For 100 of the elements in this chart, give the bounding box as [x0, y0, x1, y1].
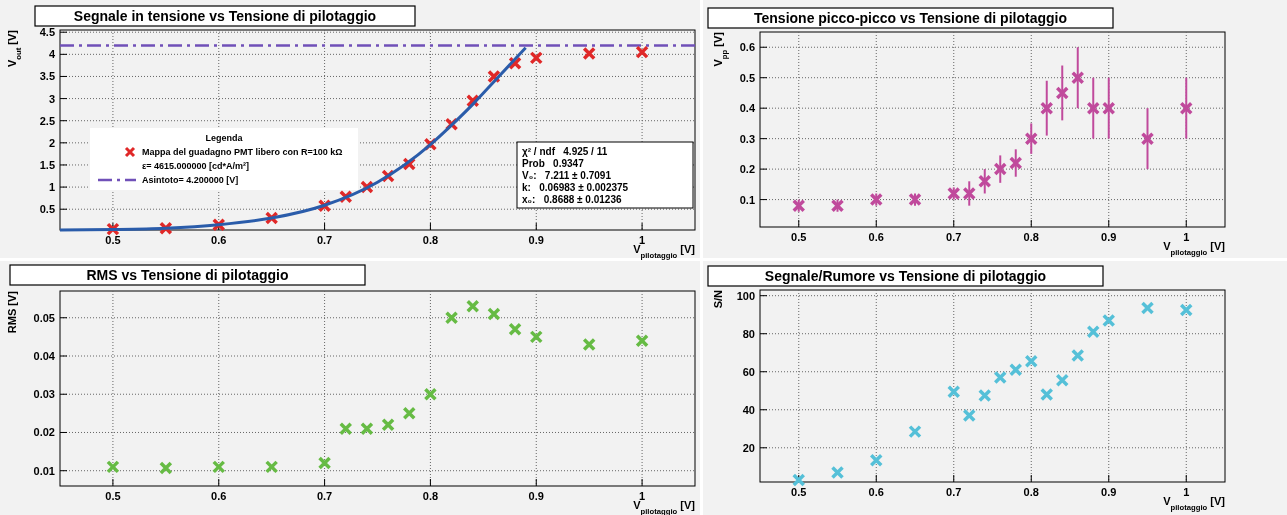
y-tick-label: 0.04: [33, 350, 56, 362]
x-tick-label: 0.9: [528, 234, 544, 246]
y-tick-label: 0.01: [33, 464, 55, 477]
point: [1055, 86, 1069, 100]
point: [106, 460, 120, 474]
y-axis-title: S/N: [712, 289, 724, 309]
point: [508, 322, 522, 336]
y-tick-label: 0.03: [33, 388, 55, 401]
legend-label: Mappa del guadagno PMT libero con R=100 kΩ: [142, 147, 343, 157]
y-tick-label: 0.6: [739, 41, 755, 54]
x-tick-label: 0.9: [528, 490, 544, 502]
point: [1024, 131, 1038, 146]
x-tick-label: 0.9: [1101, 231, 1117, 243]
point: [978, 174, 992, 189]
point: [212, 460, 226, 474]
point: [1055, 373, 1069, 388]
point: [830, 198, 845, 213]
chart-title: Segnale in tensione vs Tensione di pilotaggio: [73, 8, 377, 24]
y-tick-label: 0.02: [33, 426, 55, 439]
x-tick-label: 0.8: [1023, 486, 1039, 498]
x-axis-title: V$_{pilotaggio}$ [V]: [633, 499, 696, 515]
point: [962, 408, 976, 423]
x-tick-label: 0.8: [422, 234, 439, 246]
point: [1102, 313, 1116, 328]
point: [529, 51, 543, 65]
point: [1024, 354, 1038, 369]
point: [908, 192, 922, 207]
point: [1071, 70, 1085, 85]
point: [582, 337, 596, 352]
point: [1140, 131, 1155, 146]
chart-title: RMS vs Tensione di pilotaggio: [86, 267, 289, 283]
x-tick-label: 0.8: [422, 490, 439, 502]
y-tick-label: 2.5: [39, 114, 55, 127]
y-tick-label: 1.5: [39, 158, 55, 171]
x-tick-label: 0.5: [791, 486, 807, 498]
annotation: k: 0.06983 ± 0.002375: [522, 182, 629, 193]
point: [993, 162, 1007, 176]
annotation: V₀: 7.211 ± 0.7091: [522, 170, 612, 181]
x-axis-title: V$_{pilotaggio}$ [V]: [633, 243, 696, 260]
point: [1040, 101, 1054, 115]
annotation: χ² / ndf 4.925 / 11: [522, 146, 608, 157]
y-tick-label: 80: [742, 327, 755, 340]
x-tick-label: 1: [639, 234, 646, 246]
y-tick-label: 1: [48, 181, 55, 194]
x-tick-label: 0.9: [1101, 486, 1117, 498]
point: [402, 406, 416, 421]
annotation: ε= 4615.000000 [cd*A/m²]: [142, 161, 250, 171]
x-axis-title: V$_{pilotaggio}$ [V]: [1163, 240, 1226, 257]
annotation: x₀: 0.8688 ± 0.01236: [522, 194, 622, 205]
point: [1009, 156, 1023, 170]
point: [1140, 301, 1155, 315]
point: [582, 46, 596, 61]
y-tick-label: 60: [742, 365, 755, 378]
x-tick-label: 0.5: [105, 234, 121, 246]
point: [830, 465, 845, 480]
point: [869, 453, 883, 467]
point: [159, 461, 173, 475]
point: [339, 421, 353, 436]
point: [264, 460, 279, 474]
point: [1009, 363, 1023, 377]
x-tick-label: 0.8: [1023, 231, 1039, 243]
y-tick-label: 40: [742, 403, 755, 416]
point: [1071, 348, 1085, 363]
point: [792, 198, 806, 213]
y-axis-title: RMS [V]: [6, 290, 18, 334]
x-tick-label: 0.6: [211, 234, 227, 246]
point: [792, 473, 806, 487]
point: [423, 387, 438, 401]
legend-label: Asintoto= 4.200000 [V]: [142, 175, 239, 185]
x-tick-label: 0.7: [316, 234, 333, 246]
x-tick-label: 1: [1183, 231, 1190, 243]
y-tick-label: 3.5: [39, 70, 55, 83]
point: [869, 192, 883, 207]
y-tick-label: 0.2: [739, 163, 755, 176]
y-tick-label: 0.05: [33, 311, 55, 324]
x-tick-label: 0.5: [105, 490, 121, 502]
point: [529, 330, 543, 344]
y-tick-label: 2: [48, 136, 55, 149]
point: [635, 45, 649, 59]
y-tick-label: 0.5: [739, 71, 755, 84]
y-tick-label: 100: [736, 289, 755, 302]
x-tick-label: 1: [639, 490, 646, 502]
y-tick-label: 4.5: [39, 26, 55, 39]
point: [444, 311, 459, 325]
x-tick-label: 0.7: [946, 231, 962, 243]
legend-title: Legenda: [205, 133, 244, 143]
chart-title: Tensione picco-picco vs Tensione di pilotaggio: [754, 10, 1067, 26]
y-tick-label: 0.4: [739, 102, 756, 115]
point: [1040, 387, 1054, 402]
y-tick-label: 4: [48, 48, 56, 61]
x-tick-label: 1: [1183, 486, 1190, 498]
point: [317, 456, 332, 470]
annotation: Prob 0.9347: [522, 158, 585, 169]
y-tick-label: 3: [48, 92, 55, 105]
point: [1179, 101, 1193, 115]
point: [978, 388, 992, 403]
x-tick-label: 0.6: [211, 490, 227, 502]
x-axis-title: V$_{pilotaggio}$ [V]: [1163, 495, 1226, 512]
x-tick-label: 0.7: [316, 490, 333, 502]
point: [993, 370, 1007, 385]
